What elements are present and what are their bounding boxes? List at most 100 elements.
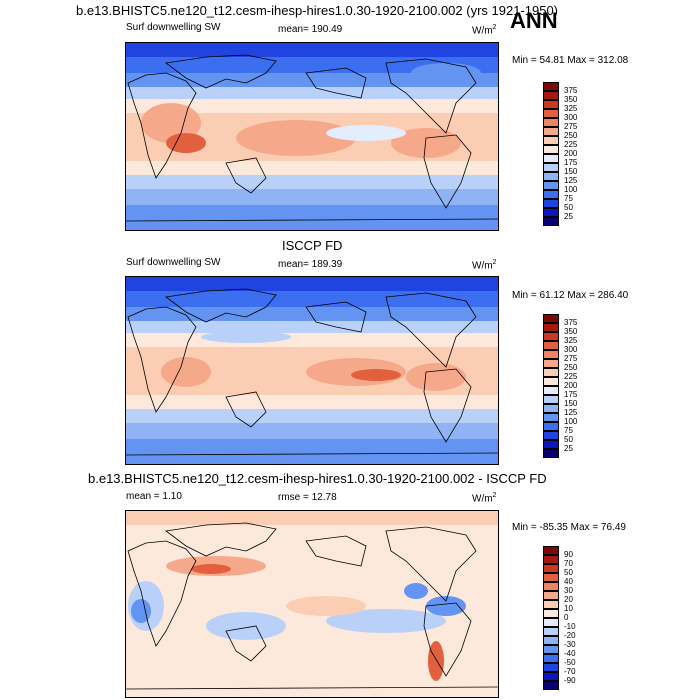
panel2-cbar-cell xyxy=(543,440,559,449)
panel1-colorbar: 375 350 325 300 275 250 225 200 175 150 … xyxy=(543,82,583,226)
panel3-cbar-label: -50 xyxy=(564,658,576,667)
panel2-cbar-cell xyxy=(543,314,559,323)
panel2-cbar-cell xyxy=(543,386,559,395)
panel3-cbar-label: 10 xyxy=(564,604,573,613)
panel3-cbar-label: -10 xyxy=(564,622,576,631)
panel2-cbar-cell xyxy=(543,404,559,413)
panel2-colorbar: 375 350 325 300 275 250 225 200 175 150 … xyxy=(543,314,583,458)
panel1-cbar-label: 325 xyxy=(564,104,578,113)
panel2-cbar-label: 175 xyxy=(564,390,578,399)
panel2-mean-label: mean= 189.39 xyxy=(278,259,343,270)
panel3-cbar-cell xyxy=(543,636,559,645)
panel2-cbar-label: 100 xyxy=(564,417,578,426)
panel1-cbar-cell xyxy=(543,199,559,208)
panel2-cbar-cell xyxy=(543,368,559,377)
panel3-cbar-cell xyxy=(543,600,559,609)
panel1-cbar-label: 175 xyxy=(564,158,578,167)
panel2-map xyxy=(125,276,499,465)
panel2-cbar-cell xyxy=(543,323,559,332)
panel3-minmax: Min = -85.35 Max = 76.49 xyxy=(512,522,626,533)
panel3-units: W/m2 xyxy=(472,492,497,505)
panel3-cbar-label: 70 xyxy=(564,559,573,568)
panel3-cbar-label: 20 xyxy=(564,595,573,604)
panel2-cbar-cell xyxy=(543,359,559,368)
panel1-cbar-label: 150 xyxy=(564,167,578,176)
panel2-cbar-cell xyxy=(543,413,559,422)
panel3-cbar-cell xyxy=(543,663,559,672)
panel1-cbar-label: 300 xyxy=(564,113,578,122)
panel2-cbar-label: 50 xyxy=(564,435,573,444)
panel3-cbar-label: 50 xyxy=(564,568,573,577)
panel3-cbar-cell xyxy=(543,618,559,627)
panel3-cbar-label: -90 xyxy=(564,676,576,685)
panel2-cbar-cell xyxy=(543,422,559,431)
panel2-cbar-label: 200 xyxy=(564,381,578,390)
panel1-map-svg xyxy=(126,43,498,230)
panel3-cbar-label: 30 xyxy=(564,586,573,595)
season-label: ANN xyxy=(510,8,558,33)
panel2-cbar-cell xyxy=(543,395,559,404)
panel2-cbar-label: 325 xyxy=(564,336,578,345)
panel3-cbar-label: -40 xyxy=(564,649,576,658)
panel1-units: W/m2 xyxy=(472,24,497,37)
panel1-cbar-cell xyxy=(543,172,559,181)
panel3-cbar-cell xyxy=(543,609,559,618)
panel1-cbar-label: 350 xyxy=(564,95,578,104)
panel1-minmax: Min = 54.81 Max = 312.08 xyxy=(512,55,629,66)
panel1-cbar-label: 25 xyxy=(564,212,573,221)
panel1-cbar-label: 225 xyxy=(564,140,578,149)
panel1-cbar-label: 100 xyxy=(564,185,578,194)
panel3-cbar-cell xyxy=(543,555,559,564)
panel1-cbar-cell xyxy=(543,190,559,199)
panel3-cbar-label: 40 xyxy=(564,577,573,586)
panel1-map xyxy=(125,42,499,231)
panel1-cbar-label: 275 xyxy=(564,122,578,131)
panel2-cbar-cell xyxy=(543,332,559,341)
panel2-cbar-label: 375 xyxy=(564,318,578,327)
panel1-cbar-cell xyxy=(543,136,559,145)
panel3-cbar-cell xyxy=(543,591,559,600)
panel2-cbar-label: 150 xyxy=(564,399,578,408)
panel2-cbar-label: 250 xyxy=(564,363,578,372)
panel3-cbar-cell xyxy=(543,654,559,663)
panel3-cbar-cell xyxy=(543,573,559,582)
panel1-cbar-cell xyxy=(543,127,559,136)
panel3-title: b.e13.BHISTC5.ne120_t12.cesm-ihesp-hires… xyxy=(88,471,547,486)
panel3-cbar-cell xyxy=(543,645,559,654)
panel2-cbar-cell xyxy=(543,341,559,350)
panel3-mean-label: mean = 1.10 xyxy=(126,491,182,502)
panel1-cbar-cell xyxy=(543,118,559,127)
panel1-cbar-cell xyxy=(543,91,559,100)
panel2-map-svg xyxy=(126,277,498,464)
panel3-cbar-cell xyxy=(543,681,559,690)
panel1-cbar-label: 375 xyxy=(564,86,578,95)
panel2-cbar-cell xyxy=(543,449,559,458)
panel1-cbar-label: 75 xyxy=(564,194,573,203)
panel2-units: W/m2 xyxy=(472,259,497,272)
panel2-cbar-label: 275 xyxy=(564,354,578,363)
panel1-cbar-cell xyxy=(543,82,559,91)
panel3-colorbar: 90 70 50 40 30 20 10 0 -10 -20 -30 -40 -… xyxy=(543,546,583,690)
panel2-cbar-label: 125 xyxy=(564,408,578,417)
panel1-cbar-cell xyxy=(543,208,559,217)
panel1-mean-label: mean= 190.49 xyxy=(278,24,343,35)
panel2-cbar-cell xyxy=(543,431,559,440)
panel3-map xyxy=(125,510,499,698)
panel3-cbar-label: -30 xyxy=(564,640,576,649)
panel3-map-svg xyxy=(126,511,498,697)
panel3-cbar-label: -20 xyxy=(564,631,576,640)
panel1-cbar-label: 200 xyxy=(564,149,578,158)
panel3-cbar-label: 90 xyxy=(564,550,573,559)
panel3-cbar-cell xyxy=(543,672,559,681)
panel2-title: ISCCP FD xyxy=(282,238,343,253)
panel3-cbar-cell xyxy=(543,582,559,591)
panel1-cbar-cell xyxy=(543,154,559,163)
panel1-variable-label: Surf downwelling SW xyxy=(126,22,221,33)
panel3-cbar-cell xyxy=(543,546,559,555)
panel3-cbar-cell xyxy=(543,564,559,573)
panel1-cbar-cell xyxy=(543,181,559,190)
panel2-cbar-label: 300 xyxy=(564,345,578,354)
panel3-cbar-label: 0 xyxy=(564,613,569,622)
panel1-cbar-cell xyxy=(543,217,559,226)
panel2-cbar-label: 225 xyxy=(564,372,578,381)
